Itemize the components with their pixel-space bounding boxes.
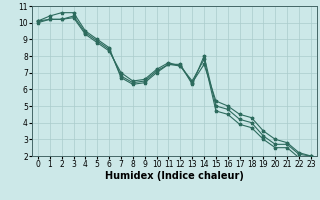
X-axis label: Humidex (Indice chaleur): Humidex (Indice chaleur) bbox=[105, 171, 244, 181]
